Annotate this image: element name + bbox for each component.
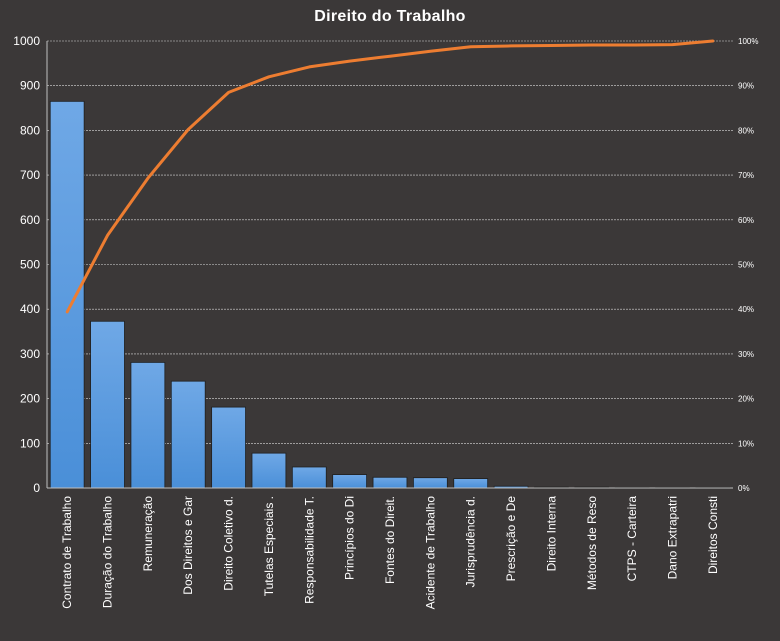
y2-tick-label: 50%	[738, 261, 754, 270]
x-tick-label: Princípios do Di	[343, 496, 357, 580]
y-tick-label: 0	[33, 481, 40, 495]
y-tick-label: 700	[20, 168, 40, 182]
x-tick-label: Direito Interna	[544, 496, 558, 572]
x-tick-label: Métodos de Reso	[585, 496, 599, 590]
bar	[372, 476, 408, 489]
bar	[130, 361, 166, 489]
y2-tick-label: 90%	[738, 82, 754, 91]
y-tick-label: 400	[20, 302, 40, 316]
x-tick-label: Remuneração	[141, 496, 155, 572]
y-tick-label: 900	[20, 79, 40, 93]
y2-tick-label: 10%	[738, 439, 754, 448]
y-tick-label: 800	[20, 123, 40, 137]
bar	[170, 380, 206, 489]
x-tick-label: Responsabilidade T.	[302, 496, 316, 604]
x-tick-label: Direito Coletivo d.	[222, 496, 236, 591]
bar	[211, 406, 246, 489]
bar	[49, 100, 85, 489]
y-tick-label: 100	[20, 436, 40, 450]
bar	[251, 452, 287, 489]
x-tick-label: Contrato de Trabalho	[60, 496, 74, 609]
bar	[332, 474, 367, 489]
x-tick-label: Dos Direitos e Gar	[181, 496, 195, 595]
chart-title: Direito do Trabalho	[314, 8, 466, 25]
y-tick-label: 300	[20, 347, 40, 361]
y-tick-label: 1000	[13, 34, 40, 48]
x-tick-label: Direitos Consti	[706, 496, 720, 574]
y2-tick-label: 30%	[738, 350, 754, 359]
x-tick-label: Dano Extrapatri	[666, 496, 680, 579]
bar	[90, 320, 125, 489]
bar	[413, 477, 448, 489]
y2-tick-label: 60%	[738, 216, 754, 225]
bar	[291, 466, 327, 489]
y2-tick-label: 40%	[738, 305, 754, 314]
y2-tick-label: 70%	[738, 171, 754, 180]
y-tick-label: 500	[20, 258, 40, 272]
bar	[453, 478, 489, 489]
y-tick-label: 600	[20, 213, 40, 227]
bars	[49, 100, 731, 489]
x-tick-label: Acidente de Trabalho	[423, 496, 437, 610]
gridlines	[47, 40, 733, 444]
axes: 0 100 200 300 400 500 600 700 800 900 1000 0% 10% 20%…	[13, 34, 758, 609]
y-tick-label: 200	[20, 392, 40, 406]
cumulative-line	[65, 39, 715, 314]
x-tick-label: Fontes do Direit.	[383, 496, 397, 584]
x-tick-label: CTPS - Carteira	[625, 496, 639, 582]
x-tick-label: Tutelas Especiais .	[262, 496, 276, 596]
y2-tick-label: 0%	[738, 484, 750, 493]
x-tick-label: Jurisprudência d.	[464, 496, 478, 587]
y2-tick-label: 20%	[738, 395, 754, 404]
x-tick-label: Prescrição e De	[504, 496, 518, 582]
x-tick-label: Duração do Trabalho	[101, 496, 115, 608]
cumulative-line-layer	[65, 39, 715, 314]
y2-tick-label: 100%	[738, 37, 758, 46]
y2-tick-label: 80%	[738, 126, 754, 135]
